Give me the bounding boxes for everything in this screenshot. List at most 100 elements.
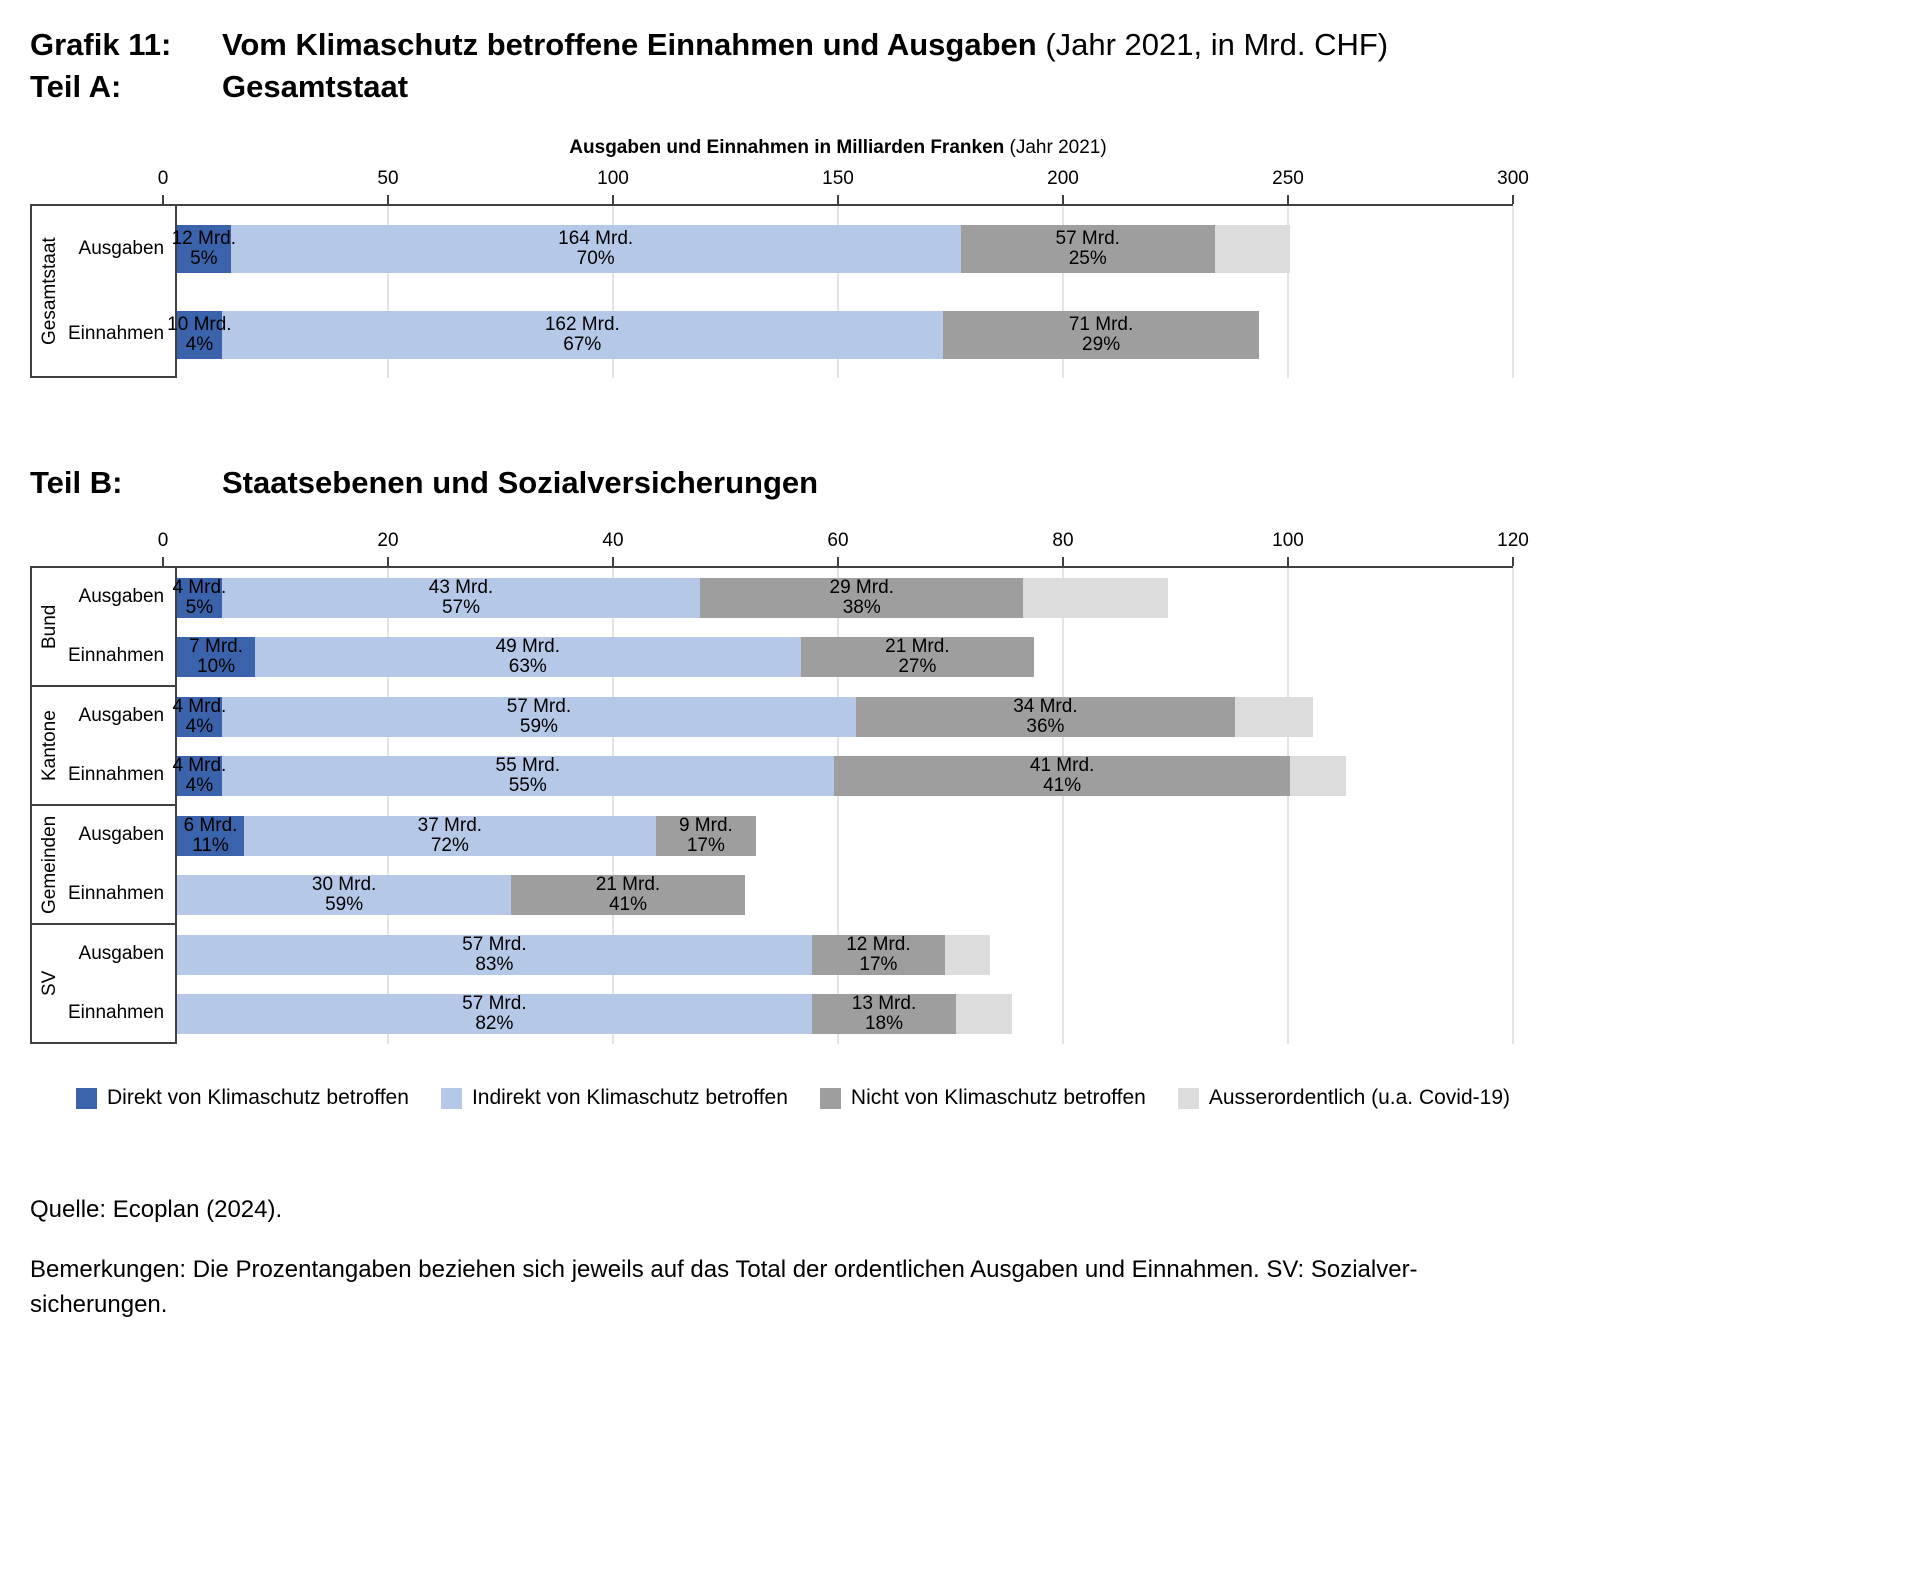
x-axis-tick-labels: 0 20 40 60 80 100 120	[158, 530, 1529, 554]
x-axis-tick-mark	[612, 195, 614, 204]
segment-label: 4 Mrd. 5%	[172, 577, 226, 618]
segment-percent: 10%	[197, 656, 236, 678]
figure-title-suffix: (Jahr 2021, in Mrd. CHF)	[1036, 27, 1389, 62]
report-page: Grafik 11: Vom Klimaschutz betroffene Ei…	[30, 24, 1890, 1318]
x-axis-title-bold: Ausgaben und Einnahmen in Milliarden Fra…	[569, 137, 1005, 158]
legend-label: Nicht von Klimaschutz betroffen	[850, 1086, 1146, 1109]
bar-segment-not_affected: 13 Mrd. 18%	[811, 993, 957, 1035]
bar-row: 57 Mrd. 82% 13 Mrd. 18%	[177, 985, 1513, 1045]
group-name: Bund	[39, 604, 60, 649]
segment-value: 43 Mrd.	[428, 576, 494, 598]
bar-row: 30 Mrd. 59% 21 Mrd. 41%	[177, 866, 1513, 926]
figure-number: Grafik 11:	[30, 27, 172, 62]
segment-value: 49 Mrd.	[495, 636, 560, 658]
bar-row: 4 Mrd. 4% 57 Mrd. 59% 34 Mrd. 36%	[172, 687, 1513, 747]
bar-segment-extraordinary	[1290, 756, 1346, 797]
row-labels: Ausgaben Einnahmen	[68, 206, 175, 376]
segment-label: 34 Mrd. 36%	[1013, 696, 1077, 737]
bar-row: 4 Mrd. 5% 43 Mrd. 57% 29 Mrd. 38%	[172, 568, 1513, 628]
gridline	[1287, 206, 1289, 378]
segment-value: 13 Mrd.	[851, 993, 917, 1015]
bar-segment-not_affected: 29 Mrd. 38%	[700, 577, 1024, 618]
legend-swatch-direct	[76, 1087, 97, 1109]
segment-label: 49 Mrd. 63%	[496, 637, 560, 677]
x-axis-tick-label: 50	[377, 168, 399, 189]
segment-percent: 72%	[430, 834, 469, 856]
x-axis-tick-label: 40	[602, 530, 624, 551]
bar-segment-direct: 4 Mrd. 4%	[172, 756, 226, 797]
bar-segment-indirect: 49 Mrd. 63%	[255, 637, 801, 678]
gridline	[837, 206, 839, 378]
segment-label: 4 Mrd. 4%	[172, 756, 226, 796]
bar-groups: Bund Ausgaben Einnahmen 4 Mrd. 5% 43 Mrd. 57% 2…	[30, 568, 1513, 1044]
x-axis-tick-mark	[837, 195, 839, 204]
x-axis-tick-label: 60	[827, 530, 849, 551]
x-axis-tick-label: 100	[597, 168, 629, 189]
bar-segment-not_affected: 21 Mrd. 27%	[800, 637, 1035, 678]
bar-segment-not_affected: 71 Mrd. 29%	[943, 311, 1260, 359]
segment-percent: 82%	[475, 1013, 514, 1035]
group-label-box: SV Ausgaben Einnahmen	[30, 925, 178, 1044]
segment-percent: 57%	[441, 596, 480, 618]
row-label: Ausgaben	[78, 705, 165, 727]
chart-teil-b: 0 20 40 60 80 100 120 Bund Ausgaben Einnahmen 4 M…	[30, 530, 1529, 1044]
bar-segment-extraordinary	[945, 934, 990, 975]
segment-label: 57 Mrd. 59%	[507, 696, 571, 737]
bar-segment-indirect: 57 Mrd. 59%	[221, 696, 857, 737]
gridline	[837, 568, 839, 1044]
bar-row: 7 Mrd. 10% 49 Mrd. 63% 21 Mrd. 27%	[177, 628, 1513, 688]
group-name: Gesamtstaat	[39, 237, 60, 345]
row-labels: Ausgaben Einnahmen	[68, 687, 175, 804]
x-axis-tick-label: 80	[1052, 530, 1074, 551]
x-axis-tick-mark	[1062, 557, 1064, 566]
segment-value: 4 Mrd.	[172, 695, 227, 717]
stacked-bar: 30 Mrd. 59% 21 Mrd. 41%	[177, 875, 1513, 916]
figure-title-bold: Vom Klimaschutz betroffene Einnahmen und…	[222, 27, 1037, 62]
segment-percent: 27%	[898, 656, 937, 678]
bar-segment-indirect: 30 Mrd. 59%	[177, 875, 512, 916]
group-name: SV	[39, 970, 60, 997]
row-labels: Ausgaben Einnahmen	[68, 568, 175, 685]
legend-item-extraordinary: Ausserordentlich (u.a. Covid-19)	[1177, 1086, 1510, 1110]
chart-group-gemeinden: Gemeinden Ausgaben Einnahmen 6 Mrd. 11% 37 Mr…	[30, 806, 1513, 925]
segment-value: 162 Mrd.	[544, 314, 620, 335]
gridline	[612, 206, 614, 378]
row-label: Ausgaben	[78, 943, 165, 965]
segment-percent: 55%	[508, 775, 547, 797]
stacked-bar: 7 Mrd. 10% 49 Mrd. 63% 21 Mrd. 27%	[177, 637, 1513, 678]
x-axis-tick-label: 120	[1497, 530, 1529, 551]
group-bars: 57 Mrd. 83% 12 Mrd. 17% 57 Mrd. 82% 13 Mrd. 18%	[177, 925, 1513, 1044]
segment-label: 21 Mrd. 41%	[596, 875, 660, 915]
segment-label: 12 Mrd. 5%	[172, 229, 236, 269]
segment-label: 37 Mrd. 72%	[417, 814, 483, 856]
segment-percent: 29%	[1082, 334, 1121, 355]
segment-label: 55 Mrd. 55%	[496, 756, 560, 796]
bar-segment-direct: 4 Mrd. 5%	[172, 577, 226, 618]
bar-segment-indirect: 57 Mrd. 83%	[177, 934, 812, 975]
bar-segment-direct: 6 Mrd. 11%	[177, 815, 244, 856]
group-bars: 4 Mrd. 4% 57 Mrd. 59% 34 Mrd. 36% 4 Mrd. 4% 55 M…	[172, 687, 1513, 806]
segment-label: 57 Mrd. 83%	[462, 934, 526, 975]
x-axis-tick-label: 0	[157, 530, 169, 551]
segment-percent: 59%	[325, 894, 364, 916]
row-label: Einnahmen	[68, 882, 165, 904]
gridline	[1287, 568, 1289, 1044]
figure-title-row: Grafik 11: Vom Klimaschutz betroffene Ei…	[30, 24, 1890, 66]
row-labels: Ausgaben Einnahmen	[68, 925, 175, 1042]
x-axis-tick-mark	[387, 557, 389, 566]
group-name: Kantone	[39, 710, 60, 781]
segment-label: 57 Mrd. 25%	[1056, 229, 1120, 269]
segment-percent: 17%	[686, 834, 725, 856]
x-axis-title-suffix: (Jahr 2021)	[1004, 137, 1107, 158]
segment-value: 164 Mrd.	[558, 228, 634, 249]
segment-value: 10 Mrd.	[167, 314, 232, 335]
x-axis-tick-marks	[162, 195, 1514, 204]
gridline	[1512, 206, 1514, 378]
segment-percent: 63%	[508, 656, 547, 678]
row-labels: Ausgaben Einnahmen	[68, 806, 175, 923]
segment-label: 43 Mrd. 57%	[428, 576, 494, 618]
legend-item-indirect: Indirekt von Klimaschutz betroffen	[440, 1086, 788, 1110]
segment-label: 4 Mrd. 4%	[172, 695, 227, 737]
segment-value: 37 Mrd.	[417, 814, 483, 836]
bar-segment-indirect: 57 Mrd. 82%	[177, 994, 812, 1035]
